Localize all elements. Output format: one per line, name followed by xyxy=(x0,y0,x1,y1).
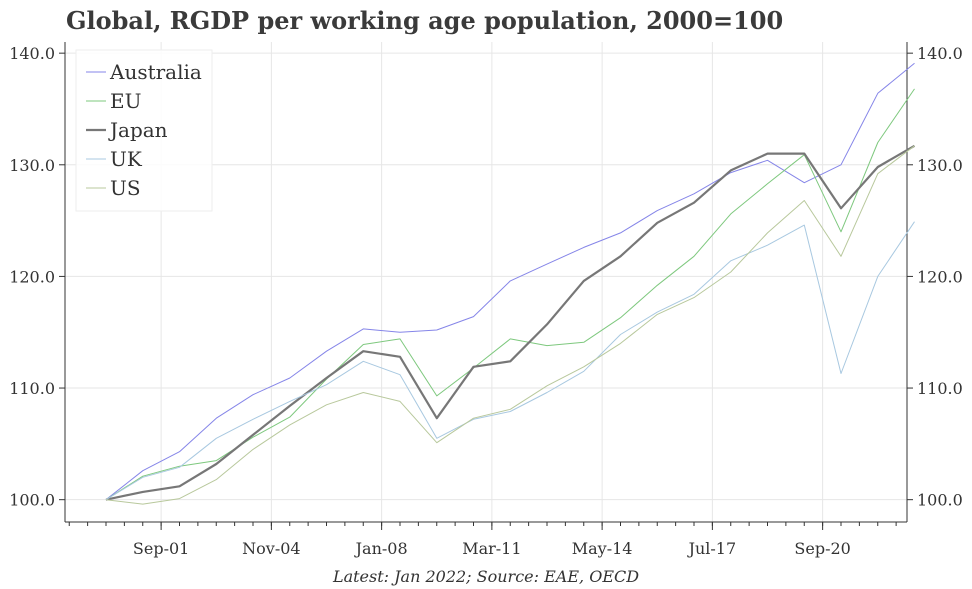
series-line-australia xyxy=(105,62,915,501)
y-tick-label-left: 120.0 xyxy=(9,267,55,286)
x-tick-label: Jul-17 xyxy=(687,539,737,558)
x-tick-label: Jan-08 xyxy=(354,539,408,558)
x-tick-label: Nov-04 xyxy=(242,539,300,558)
x-tick-label: Sep-20 xyxy=(794,539,850,558)
legend-label-japan: Japan xyxy=(108,118,168,142)
chart-footnote: Latest: Jan 2022; Source: EAE, OECD xyxy=(332,567,640,586)
y-tick-label-right: 110.0 xyxy=(917,379,963,398)
legend-label-us: US xyxy=(110,176,141,200)
y-tick-label-right: 100.0 xyxy=(917,491,963,510)
series-lines xyxy=(105,62,916,505)
legend-label-uk: UK xyxy=(110,147,143,171)
series-line-us xyxy=(105,145,915,505)
series-line-japan xyxy=(105,144,916,501)
legend-label-australia: Australia xyxy=(109,60,202,84)
y-tick-label-right: 120.0 xyxy=(917,267,963,286)
y-tick-label-left: 100.0 xyxy=(9,491,55,510)
axes: 100.0 100.0 110.0 110.0 120.0 120.0 130.0 130.0… xyxy=(9,42,963,558)
legend: Australia EU Japan UK US xyxy=(75,49,213,212)
x-tick-label: Mar-11 xyxy=(462,539,521,558)
y-tick-label-right: 130.0 xyxy=(917,156,963,175)
x-tick-label: Sep-01 xyxy=(133,539,189,558)
x-tick-label: May-14 xyxy=(572,539,633,558)
y-tick-label-left: 110.0 xyxy=(9,379,55,398)
series-line-eu xyxy=(105,88,915,501)
series-line-uk xyxy=(105,221,915,501)
y-tick-label-left: 130.0 xyxy=(9,156,55,175)
grid xyxy=(65,42,907,522)
chart-title: Global, RGDP per working age population,… xyxy=(66,6,784,35)
legend-label-eu: EU xyxy=(110,89,141,113)
y-tick-label-right: 140.0 xyxy=(917,44,963,63)
y-tick-label-left: 140.0 xyxy=(9,44,55,63)
